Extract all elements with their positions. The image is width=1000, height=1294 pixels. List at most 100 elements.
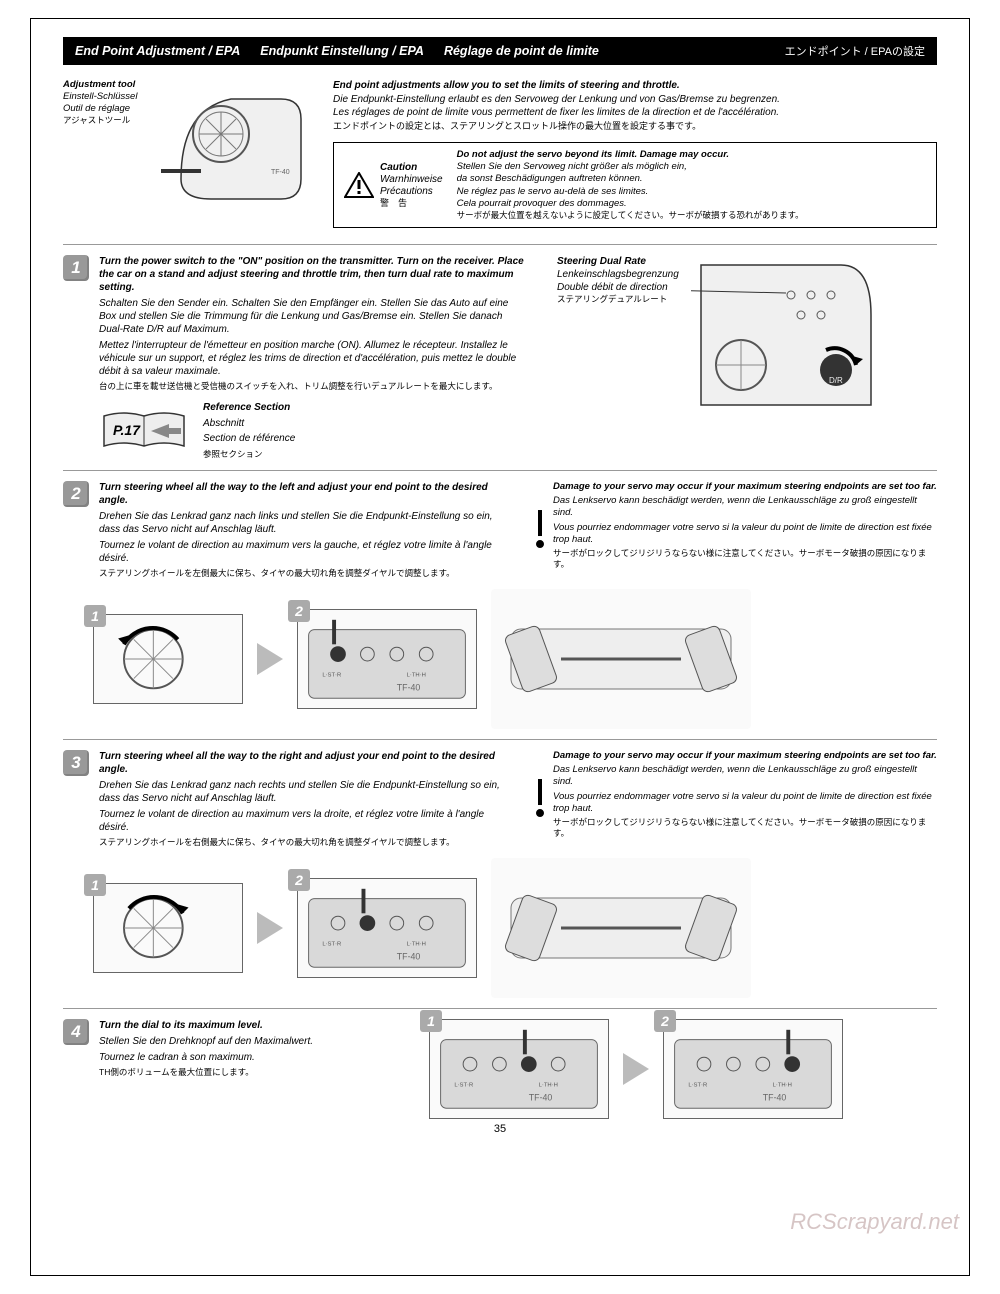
step1-en: Turn the power switch to the "ON" positi… — [99, 255, 527, 294]
step-1: 1 Turn the power switch to the "ON" posi… — [63, 255, 937, 459]
svg-text:L·ST·R: L·ST·R — [322, 672, 341, 678]
intro-en: End point adjustments allow you to set t… — [333, 79, 937, 93]
warn3-de: Das Lenkservo kann beschädigt werden, we… — [553, 764, 937, 789]
step1-fr: Mettez l'interrupteur de l'émetteur en p… — [99, 339, 527, 378]
step-1-text: Turn the power switch to the "ON" positi… — [99, 255, 527, 459]
caution-en: Do not adjust the servo beyond its limit… — [457, 149, 926, 161]
caution-label-en: Caution — [380, 162, 443, 174]
reference-row: P.17 Reference Section Abschnitt Section… — [99, 402, 527, 459]
step-2-warning: Damage to your servo may occur if your m… — [533, 481, 937, 579]
step-4-badge: 4 — [63, 1019, 89, 1045]
intro-fr: Les réglages de point de limite vous per… — [333, 106, 937, 120]
step1-jp: 台の上に車を載せ送信機と受信機のスイッチを入れ、トリム調整を行いデュアルレートを… — [99, 381, 527, 392]
dual-jp: ステアリングデュアルレート — [557, 294, 679, 305]
sub-badge-2b: 2 — [288, 869, 310, 891]
caution-fr2: Cela pourrait provoquer des dommages. — [457, 198, 926, 210]
title-jp: エンドポイント / EPAの設定 — [785, 43, 925, 59]
caution-label-fr: Précautions — [380, 186, 443, 198]
svg-text:TF-40: TF-40 — [397, 951, 421, 961]
svg-text:L·ST·R: L·ST·R — [688, 1082, 707, 1088]
sub-badge-1: 1 — [84, 605, 106, 627]
caution-text: Do not adjust the servo beyond its limit… — [457, 149, 926, 222]
caution-fr1: Ne réglez pas le servo au-delà de ses li… — [457, 186, 926, 198]
exclamation-icon — [533, 750, 547, 848]
svg-text:TF-40: TF-40 — [271, 169, 290, 176]
fig-3-2: 2 L·ST·R L·TH·H TF-40 — [297, 878, 477, 978]
tool-column: Adjustment tool Einstell-Schlüssel Outil… — [63, 79, 313, 228]
step-4-text: Turn the dial to its maximum level. Stel… — [99, 1019, 399, 1119]
caution-jp: サーボが最大位置を越えないように設定してください。サーボが破損する恐れがあります… — [457, 210, 926, 221]
page: End Point Adjustment / EPA Endpunkt Eins… — [30, 18, 970, 1276]
step-4: 4 Turn the dial to its maximum level. St… — [63, 1019, 937, 1119]
step-2-text: Turn steering wheel all the way to the l… — [99, 481, 503, 579]
fig-4-2: 2 L·ST·R L·TH·H TF-40 — [663, 1019, 843, 1119]
book-icon: P.17 — [99, 408, 189, 454]
intro-jp: エンドポイントの設定とは、ステアリングとスロットル操作の最大位置を設定する事です… — [333, 120, 937, 132]
svg-text:L·ST·R: L·ST·R — [454, 1082, 473, 1088]
step1-de: Schalten Sie den Sender ein. Schalten Si… — [99, 297, 527, 336]
warn2-fr: Vous pourriez endommager votre servo si … — [553, 522, 937, 547]
step2-de: Drehen Sie das Lenkrad ganz nach links u… — [99, 510, 503, 536]
svg-text:L·TH·H: L·TH·H — [773, 1082, 792, 1088]
epa-panel-icon: L·ST·R L·TH·H TF-40 — [298, 879, 476, 977]
fig-4-1: 1 L·ST·R L·TH·H TF-40 — [429, 1019, 609, 1119]
steering-wheel-icon — [94, 615, 242, 703]
step3-jp: ステアリングホイールを右側最大に保ち、タイヤの最大切れ角を調整ダイヤルで調整しま… — [99, 837, 503, 848]
intro-text: End point adjustments allow you to set t… — [333, 79, 937, 132]
tool-en: Adjustment tool — [63, 79, 153, 91]
step2-en: Turn steering wheel all the way to the l… — [99, 481, 503, 507]
ref-jp: 参照セクション — [203, 449, 295, 460]
caution-de1: Stellen Sie den Servoweg nicht größer al… — [457, 161, 926, 173]
dual-en: Steering Dual Rate — [557, 255, 679, 268]
step3-en: Turn steering wheel all the way to the r… — [99, 750, 503, 776]
title-en: End Point Adjustment / EPA — [75, 44, 240, 58]
step-1-figure-col: Steering Dual Rate Lenkeinschlagsbegrenz… — [557, 255, 937, 459]
watermark: RCScrapyard.net — [790, 1209, 959, 1235]
dual-fr: Double débit de direction — [557, 281, 679, 294]
svg-text:TF-40: TF-40 — [397, 682, 421, 692]
svg-text:TF-40: TF-40 — [529, 1092, 553, 1102]
arrow-right-icon — [257, 912, 283, 944]
step3-fr: Tournez le volant de direction au maximu… — [99, 808, 503, 834]
caution-icon-group: Caution Warnhinweise Précautions 警 告 — [344, 162, 443, 209]
warn2-de: Das Lenkservo kann beschädigt werden, we… — [553, 495, 937, 520]
chassis-left-icon — [491, 589, 751, 729]
svg-text:L·ST·R: L·ST·R — [322, 941, 341, 947]
epa-panel-icon: L·ST·R L·TH·H TF-40 — [664, 1020, 842, 1118]
caution-box: Caution Warnhinweise Précautions 警 告 Do … — [333, 142, 937, 229]
warn3-fr: Vous pourriez endommager votre servo si … — [553, 791, 937, 816]
warning-triangle-icon — [344, 172, 374, 198]
step-3: 3 Turn steering wheel all the way to the… — [63, 750, 937, 848]
ref-fr: Section de référence — [203, 433, 295, 446]
arrow-right-icon — [257, 643, 283, 675]
ref-en: Reference Section — [203, 402, 295, 415]
warn2-jp: サーボがロックしてジリジリうならない様に注意してください。サーボモータ破損の原因… — [553, 548, 937, 570]
transmitter-top-icon: TF-40 — [161, 79, 311, 209]
svg-text:L·TH·H: L·TH·H — [407, 672, 426, 678]
step2-fr: Tournez le volant de direction au maximu… — [99, 539, 503, 565]
caution-de2: da sonst Beschädigungen auftreten können… — [457, 173, 926, 185]
divider — [63, 739, 937, 740]
reference-label: Reference Section Abschnitt Section de r… — [203, 402, 295, 459]
exclamation-icon — [533, 481, 547, 579]
step-3-warning: Damage to your servo may occur if your m… — [533, 750, 937, 848]
tool-de: Einstell-Schlüssel — [63, 91, 153, 103]
step2-jp: ステアリングホイールを左側最大に保ち、タイヤの最大切れ角を調整ダイヤルで調整しま… — [99, 568, 503, 579]
transmitter-side-icon: D/R — [691, 255, 891, 415]
warn3-jp: サーボがロックしてジリジリうならない様に注意してください。サーボモータ破損の原因… — [553, 817, 937, 839]
step3-de: Drehen Sie das Lenkrad ganz nach rechts … — [99, 779, 503, 805]
step-2-badge: 2 — [63, 481, 89, 507]
fig-2-1: 1 — [93, 614, 243, 704]
warn3-en: Damage to your servo may occur if your m… — [553, 750, 937, 762]
arrow-right-icon — [623, 1053, 649, 1085]
step4-jp: TH側のボリュームを最大位置にします。 — [99, 1067, 399, 1078]
ref-de: Abschnitt — [203, 418, 295, 431]
step4-de: Stellen Sie den Drehknopf auf den Maxima… — [99, 1035, 399, 1048]
step-2-diagrams: 1 2 L·ST·R L·TH·H TF-40 — [93, 589, 937, 729]
sub-badge-2c: 2 — [654, 1010, 676, 1032]
dual-rate-label: Steering Dual Rate Lenkeinschlagsbegrenz… — [557, 255, 679, 305]
caution-label-jp: 警 告 — [380, 198, 443, 209]
sub-badge-1b: 1 — [84, 874, 106, 896]
svg-text:D/R: D/R — [829, 376, 843, 385]
svg-text:TF-40: TF-40 — [763, 1092, 787, 1102]
